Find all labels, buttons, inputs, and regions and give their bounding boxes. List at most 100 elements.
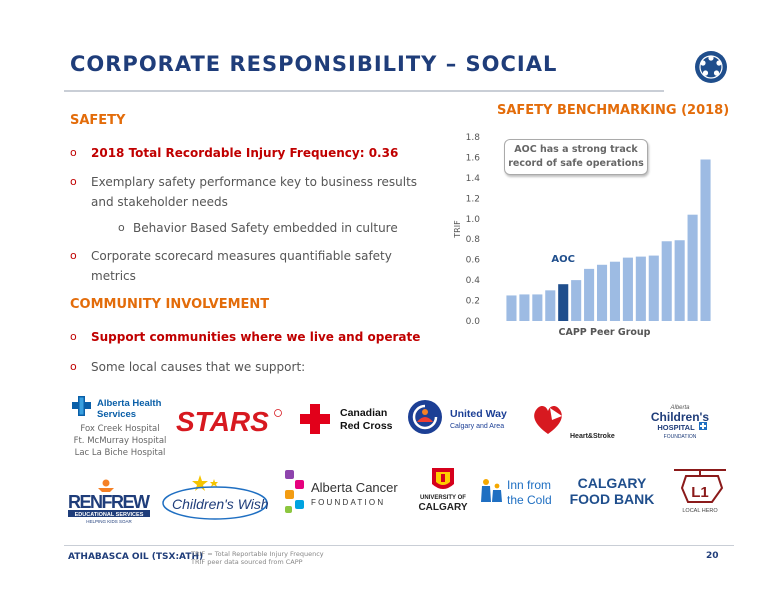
safety-bullet: o 2018 Total Recordable Injury Frequency… <box>70 143 430 163</box>
star-icon <box>192 475 218 491</box>
y-tick-label: 1.4 <box>466 174 481 184</box>
safety-bullet: o Exemplary safety performance key to bu… <box>70 172 420 212</box>
athabasca-logo-icon <box>695 51 727 83</box>
alberta-cancer-line2: FOUNDATION <box>311 498 385 507</box>
u-calgary-logo: UNIVERSITY OF CALGARY <box>418 468 468 512</box>
inn-from-cold-logo: Inn from the Cold <box>481 478 552 507</box>
inn-from-cold-line1: Inn from <box>507 478 551 492</box>
bar <box>687 214 698 321</box>
childrens-wish-swoosh-icon <box>162 486 268 520</box>
alberta-health-cross-icon <box>72 396 91 416</box>
bar <box>635 256 646 321</box>
united-way-line1: United Way <box>450 408 507 420</box>
hospital-name: Ft. McMurray Hospital <box>73 436 167 446</box>
svg-text:L1: L1 <box>691 484 709 501</box>
alberta-health-line2: Services <box>97 409 136 420</box>
heart-stroke-logo: Heart&Stroke <box>534 405 615 440</box>
y-tick-label: 1.0 <box>466 215 481 225</box>
footer-company: ATHABASCA OIL (TSX:ATH) <box>68 552 204 562</box>
bullet-marker-icon: o <box>70 249 77 262</box>
united-way-line2: Calgary and Area <box>450 423 504 430</box>
y-tick-label: 0.4 <box>466 276 481 286</box>
y-tick-label: 1.6 <box>466 153 481 163</box>
bullet-marker-icon: o <box>70 146 77 159</box>
heart-icon <box>534 405 562 434</box>
alberta-cancer-logo: Alberta Cancer FOUNDATION <box>285 470 398 513</box>
renfrew-line1: RENFREW <box>68 492 150 512</box>
page-number: 20 <box>706 551 719 561</box>
hospital-list: Fox Creek Hospital Ft. McMurray Hospital… <box>70 423 170 459</box>
childrens-wish-text: Children's Wish <box>172 496 269 512</box>
renfrew-line3: HELPING KIDS SOAR <box>86 519 132 524</box>
alberta-cancer-dots-icon <box>285 470 304 513</box>
y-tick-label: 0.0 <box>466 317 481 327</box>
renfrew-line2: EDUCATIONAL SERVICES <box>75 512 144 518</box>
childrens-hospital-logo: Alberta Children's HOSPITAL FOUNDATION <box>651 405 710 440</box>
bar <box>545 290 556 321</box>
bullet-marker-icon: o <box>70 175 77 188</box>
heart-slash-icon <box>550 408 562 420</box>
u-calgary-crest-icon <box>432 468 454 489</box>
bar <box>584 268 595 321</box>
community-bullet: o Support communities where we live and … <box>70 327 430 347</box>
bar <box>506 295 517 321</box>
bar <box>661 241 672 321</box>
bullet-marker-icon: o <box>118 221 125 234</box>
u-calgary-line2: CALGARY <box>418 502 467 512</box>
childrens-hospital-line1: Alberta <box>669 405 690 411</box>
stars-logo: STARS <box>176 406 282 437</box>
local-hero-logo: L1 LOCAL HERO <box>674 469 726 514</box>
stars-text: STARS <box>176 406 269 437</box>
red-cross-logo: Canadian Red Cross <box>300 404 393 434</box>
y-tick-label: 0.6 <box>466 256 481 266</box>
x-axis-label: CAPP Peer Group <box>559 327 651 338</box>
bar-highlight <box>558 284 569 321</box>
childrens-wish-logo: Children's Wish <box>162 475 269 520</box>
childrens-hospital-line4: FOUNDATION <box>664 434 697 440</box>
renfrew-figure-icon <box>98 479 114 492</box>
food-bank-line2: FOOD BANK <box>570 491 655 507</box>
bar <box>519 294 530 321</box>
registered-mark-icon <box>274 409 282 417</box>
y-tick-label: 1.2 <box>466 194 480 204</box>
bar <box>571 280 582 321</box>
bar <box>622 257 633 321</box>
y-tick-label: 0.8 <box>466 235 481 245</box>
red-cross-line1: Canadian <box>340 407 387 419</box>
bar <box>700 159 711 321</box>
heart-stroke-text: Heart&Stroke <box>570 433 615 440</box>
bar <box>648 255 659 321</box>
chart-callout: AOC has a strong track record of safe op… <box>504 139 648 175</box>
hospital-name: Lac La Biche Hospital <box>74 448 166 458</box>
alberta-health-logo: Alberta Health Services <box>72 396 162 420</box>
footer-note: TRIF peer data sourced from CAPP <box>191 558 303 566</box>
safety-benchmark-chart: 0.0 0.2 0.4 0.6 0.8 1.0 1.2 1.4 1.6 1.8 TRIF AOC CAP… <box>453 133 711 338</box>
bar <box>596 264 608 321</box>
u-calgary-line1: UNIVERSITY OF <box>420 495 466 501</box>
safety-heading: SAFETY <box>70 113 126 128</box>
community-bullet: o Some local causes that we support: <box>70 357 430 377</box>
united-way-logo: United Way Calgary and Area <box>408 400 507 434</box>
red-cross-icon <box>300 404 330 434</box>
safety-sub-bullet: o Behavior Based Safety embedded in cult… <box>118 218 418 238</box>
inn-from-cold-line2: the Cold <box>507 493 552 507</box>
red-cross-line2: Red Cross <box>340 420 393 432</box>
bar <box>674 240 685 321</box>
y-tick-label: 0.2 <box>466 297 480 307</box>
y-axis-label: TRIF <box>453 220 462 239</box>
calgary-food-bank-logo: CALGARY FOOD BANK <box>570 475 655 507</box>
childrens-hospital-line2: Children's <box>651 410 710 424</box>
community-heading: COMMUNITY INVOLVEMENT <box>70 297 270 312</box>
bar <box>532 294 543 321</box>
footer-divider <box>64 545 734 546</box>
united-way-hand-icon <box>408 400 442 434</box>
slide-title: CORPORATE RESPONSIBILITY – SOCIAL <box>70 52 558 76</box>
alberta-health-line1: Alberta Health <box>97 398 162 409</box>
food-bank-line1: CALGARY <box>578 475 647 491</box>
footer-note: TRIF = Total Reportable Injury Frequency <box>191 550 324 558</box>
childrens-hospital-line3: HOSPITAL <box>657 423 695 432</box>
bar <box>609 261 621 321</box>
highlight-label: AOC <box>551 254 575 265</box>
hospital-cross-icon <box>699 422 707 430</box>
y-tick-label: 1.8 <box>466 133 481 143</box>
